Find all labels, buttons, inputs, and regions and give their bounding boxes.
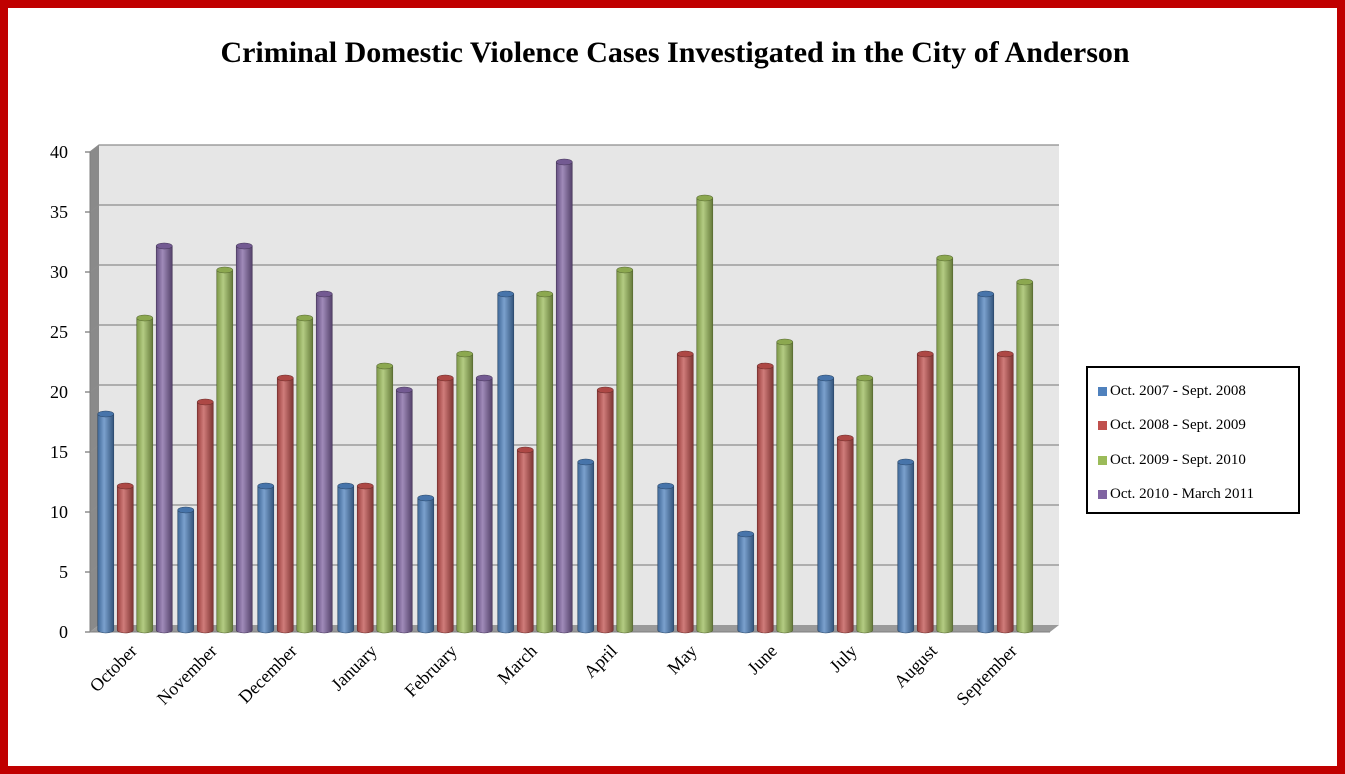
bar-oct-2009-sept-2010-october	[136, 314, 154, 634]
bar-oct-2007-sept-2008-january	[337, 482, 355, 634]
legend-swatch	[1098, 421, 1107, 431]
legend-swatch	[1098, 490, 1107, 500]
bar-oct-2008-sept-2009-january	[356, 482, 374, 634]
y-tick-label: 35	[50, 202, 68, 222]
y-tick-label: 40	[50, 142, 68, 162]
bar-oct-2009-sept-2010-february	[456, 350, 474, 634]
bar-oct-2008-sept-2009-june	[756, 362, 774, 634]
x-tick-label-may: May	[663, 641, 700, 678]
bar-oct-2009-sept-2010-june	[776, 338, 794, 634]
bar-oct-2007-sept-2008-december	[257, 482, 275, 634]
y-tick-label: 0	[59, 622, 68, 642]
x-tick-label-november: November	[153, 641, 221, 709]
x-tick-label-august: August	[890, 641, 941, 692]
bar-oct-2007-sept-2008-may	[657, 482, 675, 634]
bar-oct-2007-sept-2008-june	[737, 530, 755, 634]
gridline	[89, 144, 1059, 153]
legend-swatch	[1098, 386, 1107, 396]
bar-oct-2009-sept-2010-september	[1016, 278, 1034, 634]
bar-oct-2009-sept-2010-may	[696, 194, 714, 634]
bar-oct-2009-sept-2010-january	[376, 362, 394, 634]
bar-oct-2007-sept-2008-november	[177, 506, 195, 634]
bar-oct-2007-sept-2008-august	[897, 458, 915, 634]
bar-oct-2008-sept-2009-july	[836, 434, 854, 634]
legend-label: Oct. 2007 - Sept. 2008	[1110, 382, 1246, 399]
legend-swatch	[1098, 455, 1107, 465]
gridline	[89, 204, 1059, 213]
bar-oct-2009-sept-2010-march	[536, 290, 554, 634]
bar-oct-2009-sept-2010-november	[216, 266, 234, 634]
bar-oct-2010-march-2011-october	[155, 242, 173, 634]
bar-oct-2009-sept-2010-august	[936, 254, 954, 634]
legend-item: Oct. 2010 - March 2011	[1098, 478, 1298, 513]
bar-oct-2008-sept-2009-december	[276, 374, 294, 634]
bar-oct-2007-sept-2008-april	[577, 458, 595, 634]
bar-oct-2007-sept-2008-march	[497, 290, 515, 634]
bar-oct-2007-sept-2008-july	[817, 374, 835, 634]
bar-oct-2010-march-2011-january	[395, 386, 413, 634]
bar-oct-2008-sept-2009-april	[596, 386, 614, 634]
gridline	[89, 384, 1059, 393]
bar-oct-2010-march-2011-december	[315, 290, 333, 634]
x-tick-label-july: July	[825, 641, 860, 676]
legend-item: Oct. 2007 - Sept. 2008	[1098, 374, 1298, 409]
bar-oct-2008-sept-2009-may	[676, 350, 694, 634]
bar-oct-2008-sept-2009-september	[996, 350, 1014, 634]
y-tick-label: 10	[50, 502, 68, 522]
y-tick-label: 5	[59, 562, 68, 582]
legend-label: Oct. 2008 - Sept. 2009	[1110, 417, 1246, 434]
y-tick-label: 15	[50, 442, 68, 462]
x-tick-label-march: March	[493, 641, 540, 688]
bar-oct-2008-sept-2009-march	[516, 446, 534, 634]
bar-oct-2010-march-2011-february	[475, 374, 493, 634]
chart-legend: Oct. 2007 - Sept. 2008 Oct. 2008 - Sept. …	[1086, 366, 1300, 514]
bar-oct-2009-sept-2010-july	[856, 374, 874, 634]
x-tick-label-february: February	[401, 641, 461, 701]
gridline	[89, 264, 1059, 273]
y-tick-label: 30	[50, 262, 68, 282]
gridline	[89, 324, 1059, 333]
x-tick-label-april: April	[580, 641, 621, 682]
x-tick-label-january: January	[327, 641, 381, 695]
bar-oct-2008-sept-2009-february	[436, 374, 454, 634]
bar-oct-2009-sept-2010-december	[296, 314, 314, 634]
y-tick-label: 25	[50, 322, 68, 342]
y-tick-label: 20	[50, 382, 68, 402]
bar-oct-2010-march-2011-march	[555, 158, 573, 634]
bar-oct-2008-sept-2009-november	[196, 398, 214, 634]
x-tick-label-october: October	[86, 641, 141, 696]
x-tick-label-december: December	[234, 641, 300, 707]
legend-item: Oct. 2008 - Sept. 2009	[1098, 409, 1298, 444]
chart-title: Criminal Domestic Violence Cases Investi…	[220, 36, 1130, 69]
legend-label: Oct. 2010 - March 2011	[1110, 486, 1254, 503]
bar-oct-2007-sept-2008-february	[417, 494, 435, 634]
bar-oct-2010-march-2011-november	[235, 242, 253, 634]
legend-label: Oct. 2009 - Sept. 2010	[1110, 451, 1246, 468]
x-tick-label-september: September	[952, 641, 1021, 710]
bar-oct-2009-sept-2010-april	[616, 266, 634, 634]
x-tick-label-june: June	[743, 641, 780, 678]
bar-oct-2007-sept-2008-october	[97, 410, 115, 634]
bar-oct-2007-sept-2008-september	[977, 290, 995, 634]
bar-oct-2008-sept-2009-october	[116, 482, 134, 634]
legend-item: Oct. 2009 - Sept. 2010	[1098, 443, 1298, 478]
bar-oct-2008-sept-2009-august	[916, 350, 934, 634]
